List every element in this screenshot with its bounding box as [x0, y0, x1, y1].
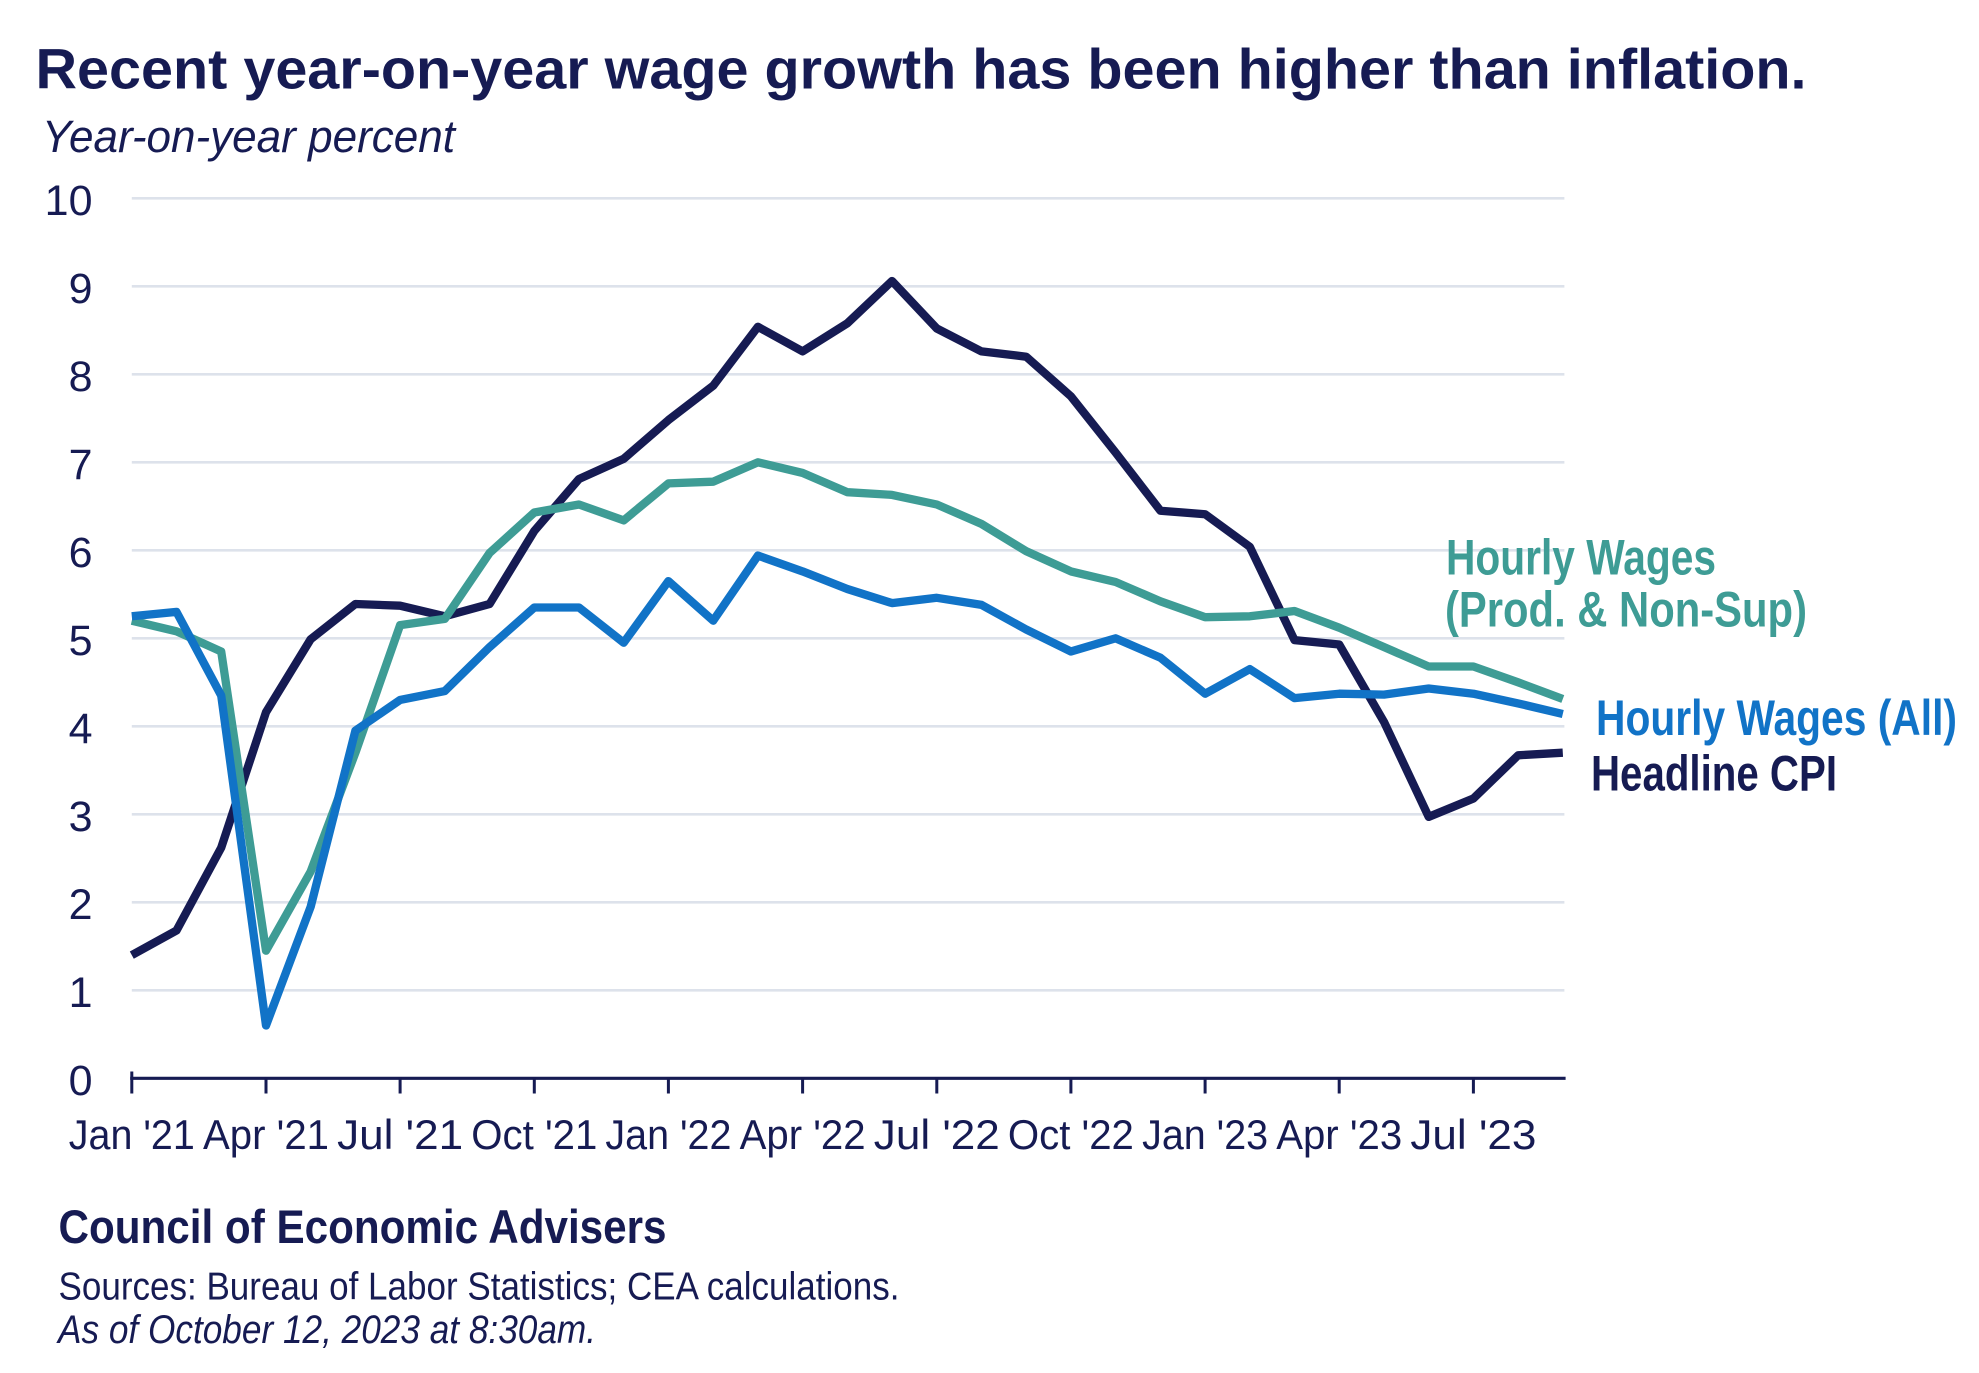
svg-text:Oct '21: Oct '21 [471, 1111, 597, 1158]
svg-text:Jul '23: Jul '23 [1410, 1111, 1536, 1158]
svg-text:Apr '22: Apr '22 [740, 1111, 866, 1158]
svg-text:Jan '23: Jan '23 [1142, 1111, 1268, 1158]
svg-text:8: 8 [69, 353, 93, 401]
svg-text:7: 7 [69, 441, 93, 489]
svg-text:Hourly Wages: Hourly Wages [1446, 530, 1716, 586]
svg-text:10: 10 [45, 177, 93, 225]
svg-text:As of October 12, 2023 at 8:30: As of October 12, 2023 at 8:30am. [56, 1308, 596, 1352]
svg-text:Jul '22: Jul '22 [874, 1111, 1000, 1158]
svg-text:0: 0 [69, 1057, 93, 1105]
svg-text:Year-on-year percent: Year-on-year percent [42, 111, 457, 162]
svg-text:5: 5 [69, 617, 93, 665]
svg-text:Oct '22: Oct '22 [1008, 1111, 1134, 1158]
svg-text:Apr '21: Apr '21 [203, 1111, 329, 1158]
svg-text:Jul '21: Jul '21 [337, 1111, 463, 1158]
svg-text:9: 9 [69, 265, 93, 313]
svg-text:Sources: Bureau of Labor Stati: Sources: Bureau of Labor Statistics; CEA… [59, 1266, 900, 1309]
svg-text:2: 2 [69, 881, 93, 929]
svg-text:Jan '22: Jan '22 [605, 1111, 731, 1158]
svg-text:1: 1 [69, 969, 93, 1017]
svg-text:Hourly Wages (All): Hourly Wages (All) [1596, 690, 1957, 746]
svg-text:6: 6 [69, 529, 93, 577]
svg-text:4: 4 [69, 705, 93, 753]
svg-text:Jan '21: Jan '21 [69, 1111, 195, 1158]
svg-text:Apr '23: Apr '23 [1276, 1111, 1402, 1158]
svg-text:Recent year-on-year wage growt: Recent year-on-year wage growth has been… [36, 38, 1807, 102]
svg-text:Council of Economic Advisers: Council of Economic Advisers [59, 1200, 667, 1253]
svg-text:3: 3 [69, 793, 93, 841]
svg-text:Headline CPI: Headline CPI [1591, 745, 1837, 801]
svg-text:(Prod. & Non-Sup): (Prod. & Non-Sup) [1445, 582, 1807, 638]
